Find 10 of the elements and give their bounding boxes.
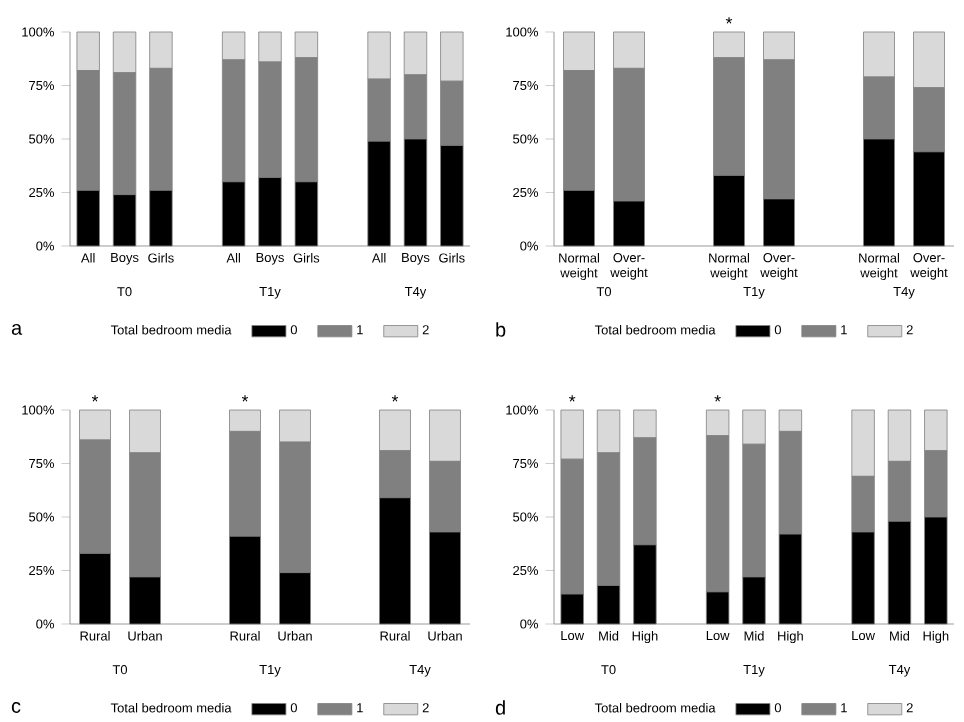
data-label: *: [725, 17, 733, 24]
data-label: *: [391, 395, 399, 402]
text: b: [496, 322, 506, 337]
data-label: *: [568, 395, 576, 402]
text: d: [495, 700, 505, 715]
data-label: *: [241, 395, 249, 402]
text: a: [11, 324, 23, 335]
data-label: *: [91, 395, 99, 402]
text: c: [11, 702, 21, 713]
data-label: *: [714, 395, 721, 402]
